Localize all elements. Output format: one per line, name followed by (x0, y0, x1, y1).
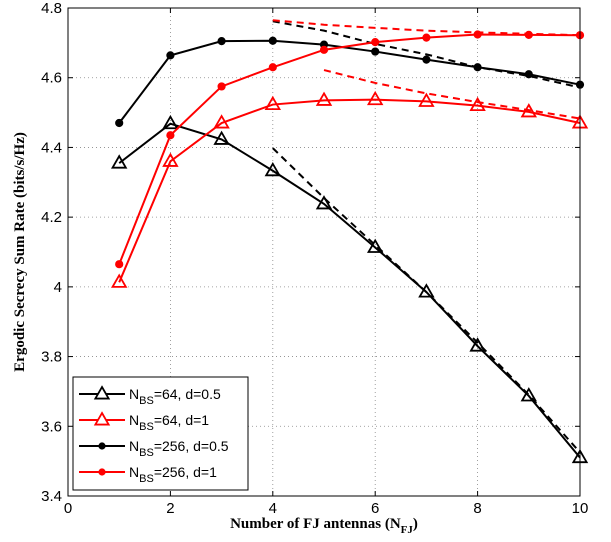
data-point-triangle (110, 273, 128, 288)
data-point-triangle (264, 161, 282, 177)
series-path (118, 122, 581, 459)
data-point-dot (422, 55, 431, 64)
data-point-dot (217, 82, 226, 91)
legend-label: NBS=64, d=0.5 (129, 386, 221, 407)
y-axis-title: Ergodic Secrecy Sum Rate (bits/s/Hz) (12, 132, 28, 372)
data-point-triangle (315, 91, 333, 106)
data-point-dot (371, 38, 380, 47)
legend-entry: NBS=256, d=1 (79, 464, 217, 485)
x-tick-label: 0 (64, 500, 72, 517)
y-tick-label: 3.6 (41, 418, 62, 435)
data-point-dot (115, 260, 124, 269)
x-tick-label: 10 (572, 500, 589, 517)
x-tick-label: 6 (371, 500, 379, 517)
series-line (110, 114, 589, 464)
series-path (118, 33, 581, 265)
legend-label: NBS=64, d=1 (129, 412, 209, 433)
y-tick-label: 4.4 (41, 139, 62, 156)
dashed-reference-lines (272, 19, 581, 454)
data-point-triangle (162, 152, 179, 167)
series-path (118, 98, 581, 283)
dashed-reference-line (272, 20, 581, 89)
data-point-dot (473, 63, 482, 72)
data-point-dot (166, 51, 175, 60)
x-axis-title: Number of FJ antennas (NFJ) (230, 516, 418, 536)
x-tick-label: 8 (473, 500, 481, 517)
data-point-dot (422, 33, 431, 42)
data-point-dot (268, 36, 277, 45)
dashed-reference-line (323, 69, 581, 120)
data-point-triangle (213, 130, 230, 145)
legend: NBS=64, d=0.5 NBS=64, d=1 NBS=256, d=0.5 NB… (72, 376, 249, 491)
plot-frame (67, 7, 581, 497)
y-tick-label: 4.8 (41, 0, 62, 17)
data-point-triangle (315, 195, 333, 210)
data-point-triangle (520, 103, 538, 118)
data-point-dot (115, 118, 124, 128)
legend-marker-dot (98, 442, 106, 450)
data-point-dot (166, 131, 175, 140)
x-tick-label: 2 (166, 500, 174, 517)
data-point-triangle (469, 96, 486, 112)
dashed-reference-line (272, 147, 581, 454)
series-line (115, 30, 585, 269)
y-tick-label: 4 (54, 279, 62, 296)
legend-label: NBS=256, d=0.5 (129, 438, 229, 459)
series-line (110, 90, 589, 288)
data-point-triangle (469, 337, 486, 352)
legend-marker-dot (98, 468, 106, 476)
data-point-triangle (520, 387, 538, 402)
data-point-triangle (418, 92, 435, 107)
legend-entry: NBS=64, d=0.5 (79, 385, 221, 407)
legend-entry: NBS=64, d=1 (79, 411, 209, 433)
data-point-dot (524, 30, 533, 39)
y-tick-label: 3.8 (41, 349, 62, 366)
series-layer (110, 30, 589, 464)
series-line (115, 36, 585, 128)
data-point-triangle (366, 238, 384, 253)
data-point-triangle (264, 95, 282, 111)
legend-marker-triangle (93, 385, 111, 400)
data-point-dot (371, 47, 380, 56)
y-tick-label: 4.6 (41, 70, 62, 87)
series-path (118, 39, 581, 124)
data-point-dot (217, 37, 226, 46)
legend-label: NBS=256, d=1 (129, 464, 217, 485)
axis-ticks: 0 2 4 6 8 10 3.4 3.6 3.8 4 4.2 4.4 4.6 4.8 (41, 0, 588, 517)
data-point-dot (268, 63, 277, 72)
data-point-dot (473, 30, 482, 39)
data-point-dot (524, 70, 533, 79)
data-point-triangle (213, 114, 230, 129)
data-point-dot (319, 45, 329, 54)
data-point-triangle (162, 114, 179, 130)
dashed-reference-line (272, 19, 581, 37)
legend-marker-triangle (93, 411, 111, 426)
data-point-triangle (110, 154, 128, 169)
y-tick-label: 3.4 (41, 488, 62, 505)
y-tick-label: 4.2 (41, 209, 62, 226)
x-tick-label: 4 (269, 500, 277, 517)
data-point-triangle (366, 90, 384, 106)
legend-entry: NBS=256, d=0.5 (79, 438, 229, 459)
data-point-triangle (418, 283, 435, 298)
